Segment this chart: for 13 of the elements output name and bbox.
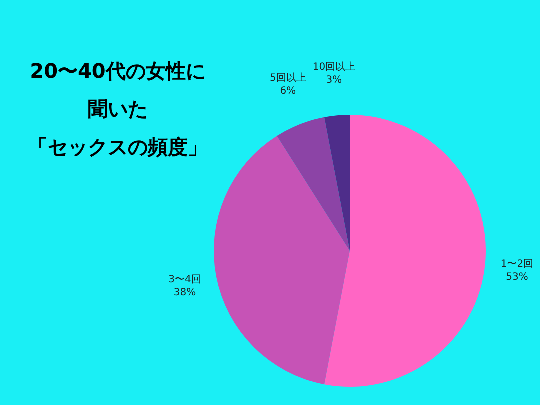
data-label: 38% [174,287,196,298]
slice-label: 5回以上 [270,72,306,84]
pie-slice [324,115,350,251]
slice-label: 10回以上 [312,60,356,73]
pie-slice [277,117,350,251]
text: 20〜40代の女性に聞いた「セックスの頻度」 [28,59,208,159]
data-label: 53% [506,272,528,283]
data-label: 6% [280,86,296,97]
pie-slice [324,115,486,387]
slice-label: 3〜4回 [168,274,202,286]
slice-label: 1〜2回 [500,258,534,270]
pie-slice [214,136,350,385]
data-label: 3% [326,74,342,86]
